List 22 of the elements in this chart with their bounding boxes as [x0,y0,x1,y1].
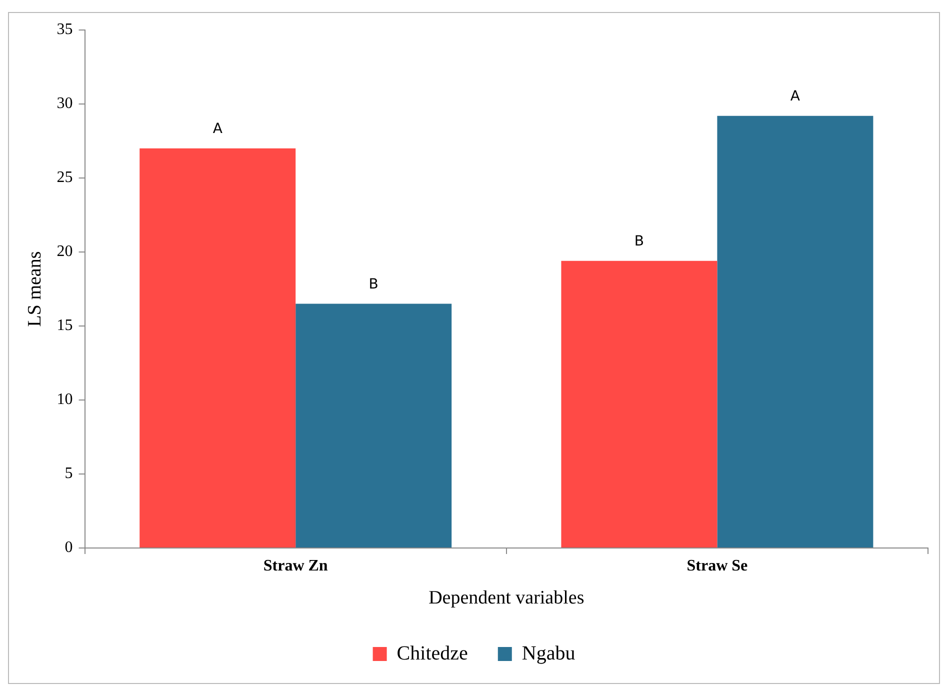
bar [717,116,874,548]
y-tick-label: 30 [56,95,73,112]
data-label: B [634,234,644,250]
y-tick-label: 5 [64,465,73,482]
legend-label: Chitedze [396,642,468,664]
data-label: A [790,88,800,104]
y-tick-label: 15 [56,317,73,334]
y-tick-label: 0 [64,539,73,556]
y-tick-label: 35 [56,21,73,38]
y-tick-label: 10 [56,391,73,408]
x-tick-label: Straw Se [686,558,748,575]
x-axis-title: Dependent variables [428,588,584,609]
bar [140,148,296,548]
y-axis-title: LS means [24,251,46,327]
legend-label: Ngabu [522,642,576,664]
bar [561,260,718,548]
bar [296,304,452,548]
data-label: A [212,121,223,138]
x-tick-label: Straw Zn [263,558,328,575]
y-tick-label: 25 [56,169,73,186]
data-label: B [368,276,378,292]
y-tick-label: 20 [56,243,73,260]
